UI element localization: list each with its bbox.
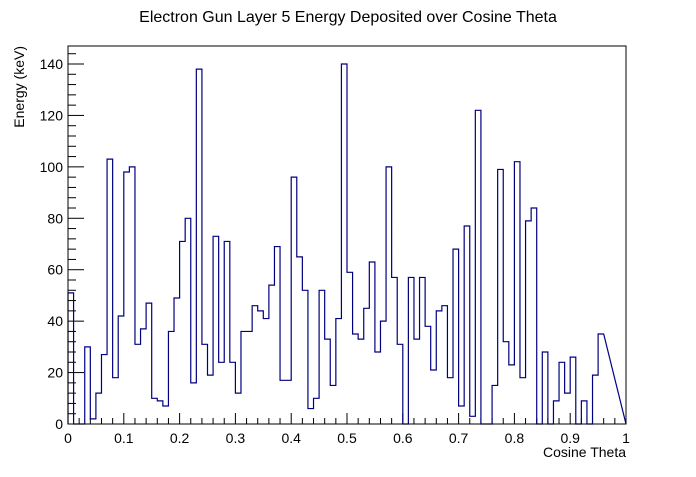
x-tick-label: 0.4: [281, 430, 301, 446]
axes: 0 0.1 0.2 0.3 0.4 0.5 0.6 0.7 0.8 0.9 1 0 20 40 60 80 10…: [40, 53, 630, 446]
y-tick-label: 0: [55, 416, 63, 432]
x-tick-label: 0: [64, 430, 72, 446]
x-tick-label: 0.1: [114, 430, 134, 446]
chart-title: Electron Gun Layer 5 Energy Deposited ov…: [139, 9, 557, 26]
y-tick-label: 100: [40, 159, 64, 175]
y-axis-label: Energy (keV): [11, 46, 27, 128]
y-tick-label: 120: [40, 107, 64, 123]
histogram-outline: [67, 63, 627, 425]
y-tick-label: 140: [40, 56, 64, 72]
y-tick-label: 60: [47, 262, 63, 278]
x-tick-label: 0.2: [170, 430, 190, 446]
x-tick-label: 1: [622, 430, 630, 446]
plot-frame: [67, 45, 627, 425]
x-axis-label: Cosine Theta: [543, 444, 626, 460]
y-tick-label: 20: [47, 365, 63, 381]
x-tick-label: 0.5: [337, 430, 357, 446]
x-tick-label: 0.9: [560, 430, 580, 446]
x-tick-label: 0.6: [393, 430, 413, 446]
y-tick-label: 40: [47, 313, 63, 329]
x-tick-label: 0.8: [505, 430, 525, 446]
x-tick-label: 0.7: [449, 430, 469, 446]
x-tick-label: 0.3: [226, 430, 246, 446]
y-tick-label: 80: [47, 210, 63, 226]
